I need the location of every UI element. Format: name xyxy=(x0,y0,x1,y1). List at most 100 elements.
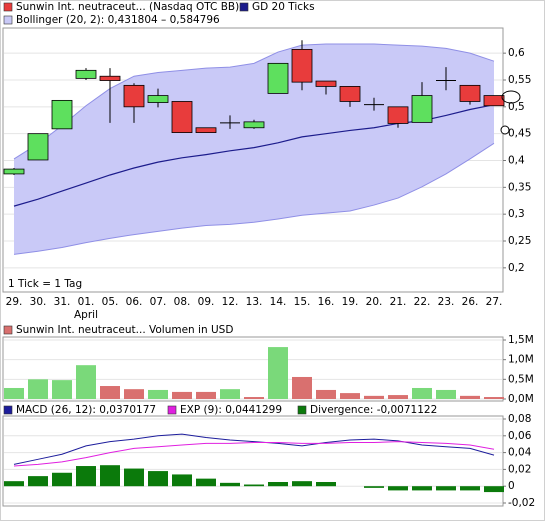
x-tick-label: 08. xyxy=(174,296,191,308)
volume-bar xyxy=(28,379,48,399)
divergence-bar xyxy=(220,482,240,487)
x-tick-label: 07. xyxy=(150,296,167,308)
candle-body xyxy=(387,106,409,124)
divergence-bar xyxy=(364,486,384,488)
y-tick-label: 0,04 xyxy=(508,447,532,459)
x-tick-label: 14. xyxy=(270,296,287,308)
candle-body xyxy=(459,84,481,102)
volume-bar xyxy=(364,395,384,399)
legend-label: Sunwin Int. neutraceut... (Nasdaq OTC BB… xyxy=(16,1,239,13)
volume-bar xyxy=(412,387,432,399)
y-tick-label: 0,06 xyxy=(508,430,532,442)
legend-label: EXP (9): 0,0441299 xyxy=(180,404,282,416)
candle-body xyxy=(411,95,433,123)
y-tick-label: -0,02 xyxy=(508,497,535,509)
x-tick-label: 16. xyxy=(318,296,335,308)
volume-bar xyxy=(268,347,288,399)
legend-swatch xyxy=(3,405,13,415)
divergence-bar xyxy=(388,486,408,491)
candle-body xyxy=(75,69,97,79)
x-tick-label: 13. xyxy=(246,296,263,308)
divergence-bar xyxy=(244,484,264,487)
volume-bar xyxy=(460,395,480,399)
candle-body xyxy=(27,133,49,161)
candle-body xyxy=(315,80,337,87)
x-tick-label: 21. xyxy=(390,296,407,308)
x-tick-label: 12. xyxy=(222,296,239,308)
candle-body xyxy=(483,95,505,107)
y-tick-label: 0,5 xyxy=(508,101,525,113)
y-tick-label: 1,0M xyxy=(508,354,534,366)
band-marker xyxy=(500,125,510,135)
candle-body xyxy=(267,62,289,94)
tick-note: 1 Tick = 1 Tag xyxy=(8,278,82,290)
volume-bar xyxy=(220,389,240,399)
legend-label: Sunwin Int. neutraceut... Volumen in USD xyxy=(16,324,233,336)
candle-body xyxy=(3,168,25,175)
y-tick-label: 1,5M xyxy=(508,334,534,346)
divergence-bar xyxy=(28,476,48,487)
divergence-bar xyxy=(172,474,192,487)
candle-body xyxy=(195,127,217,133)
divergence-bar xyxy=(268,482,288,487)
price-marker xyxy=(501,90,521,104)
volume-bar xyxy=(244,397,264,399)
legend-swatch xyxy=(167,405,177,415)
y-tick-label: 0,5M xyxy=(508,373,534,385)
x-tick-label: 27. xyxy=(486,296,503,308)
band-lower xyxy=(13,142,495,255)
divergence-bar xyxy=(124,468,144,487)
divergence-bar xyxy=(76,466,96,487)
legend-label: Bollinger (20, 2): 0,431804 – 0,584796 xyxy=(16,14,220,26)
band-upper xyxy=(13,43,495,160)
volume-bar xyxy=(196,391,216,399)
candle-body xyxy=(339,86,361,102)
divergence-bar xyxy=(412,486,432,491)
x-tick-label: 01. xyxy=(78,296,95,308)
y-tick-label: 0,0M xyxy=(508,393,534,405)
candle-body xyxy=(171,101,193,133)
month-label: April xyxy=(74,309,98,321)
volume-bar xyxy=(316,389,336,399)
divergence-bar xyxy=(484,486,504,493)
y-tick-label: 0,25 xyxy=(508,235,531,247)
volume-bar xyxy=(76,365,96,399)
candle-body xyxy=(147,95,169,103)
volume-bar xyxy=(292,376,312,399)
divergence-bar xyxy=(4,481,24,487)
x-tick-label: 22. xyxy=(414,296,431,308)
divergence-bar xyxy=(100,465,120,487)
x-tick-label: 09. xyxy=(198,296,215,308)
legend-swatch xyxy=(3,2,13,12)
layers: 0,6 0,55 0,5 0,45 0,4 0,35 0,3 0,25 0,2 Sunwin In… xyxy=(3,1,535,509)
y-tick-label: 0,02 xyxy=(508,463,531,475)
x-tick-label: 23. xyxy=(438,296,455,308)
macd-line xyxy=(13,433,495,465)
x-tick-label: 19. xyxy=(342,296,359,308)
y-tick-label: 0,3 xyxy=(508,208,525,220)
candle-body xyxy=(243,121,265,129)
legend-swatch xyxy=(297,405,307,415)
x-tick-label: 30. xyxy=(30,296,47,308)
x-tick-label: 29. xyxy=(6,296,23,308)
y-tick-label: 0,55 xyxy=(508,74,531,86)
volume-bar xyxy=(436,389,456,399)
legend-label: MACD (26, 12): 0,0370177 xyxy=(16,404,156,416)
candle-body xyxy=(99,75,121,81)
macd-panel xyxy=(2,415,504,507)
volume-bar xyxy=(388,395,408,399)
y-tick-label: 0,6 xyxy=(508,47,525,59)
legend-swatch xyxy=(3,15,13,25)
legend-swatch xyxy=(239,2,249,12)
divergence-bar xyxy=(436,486,456,491)
y-tick-label: 0,2 xyxy=(508,262,525,274)
candle-body xyxy=(51,99,73,130)
y-tick-label: 0,08 xyxy=(508,413,531,425)
candle-body xyxy=(123,84,145,108)
legend-label: GD 20 Ticks xyxy=(252,1,315,13)
y-tick-label: 0,35 xyxy=(508,181,531,193)
volume-bar xyxy=(148,389,168,399)
candle-body xyxy=(291,48,313,83)
macd-line xyxy=(13,441,495,467)
divergence-bar xyxy=(460,486,480,491)
